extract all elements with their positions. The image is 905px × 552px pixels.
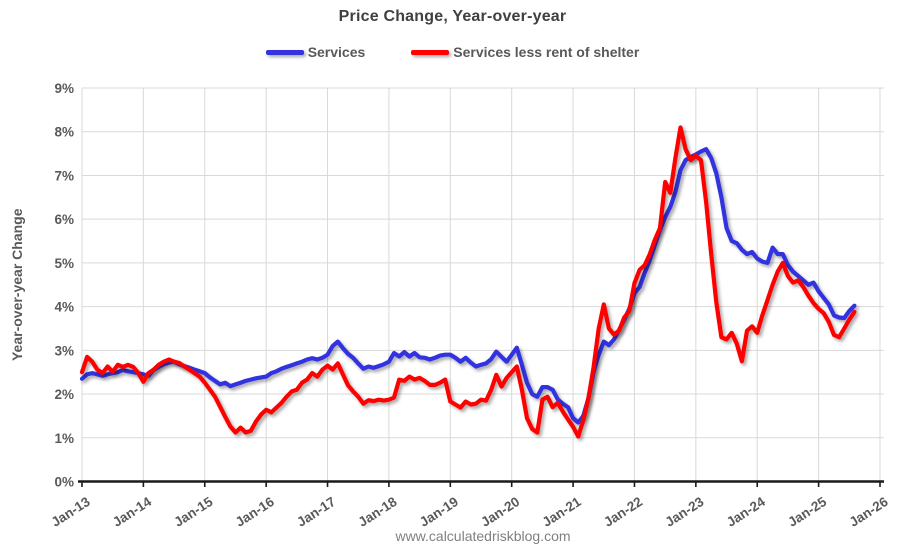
series-line-services xyxy=(79,147,857,425)
y-tick-label: 0% xyxy=(54,475,74,490)
legend-item-services: Services xyxy=(265,44,366,60)
x-tick-label: Jan-25 xyxy=(785,494,829,530)
chart-title: Price Change, Year-over-year xyxy=(338,8,567,25)
legend-label-services: Services xyxy=(307,44,366,60)
y-tick-label: 2% xyxy=(54,387,74,402)
legend-label-services-less-rent: Services less rent of shelter xyxy=(453,44,640,60)
y-tick-label: 7% xyxy=(54,168,74,183)
legend-swatch-services-less-rent xyxy=(411,49,450,55)
x-tick-label: Jan-21 xyxy=(540,494,584,530)
x-tick-label: Jan-26 xyxy=(847,494,891,530)
legend: Services Services less rent of shelter xyxy=(0,44,905,60)
y-tick-label: 6% xyxy=(54,212,74,227)
x-tick-label: Jan-17 xyxy=(294,494,338,530)
y-tick-label: 4% xyxy=(54,300,74,315)
x-tick-label: Jan-14 xyxy=(110,494,154,530)
x-tick-label: Jan-23 xyxy=(662,494,706,530)
y-tick-label: 5% xyxy=(54,256,74,271)
x-tick-label: Jan-15 xyxy=(171,494,215,530)
legend-item-services-less-rent: Services less rent of shelter xyxy=(411,44,639,60)
x-tick-label: Jan-16 xyxy=(233,494,277,530)
x-tick-label: Jan-22 xyxy=(601,494,645,530)
y-tick-label: 8% xyxy=(54,125,74,140)
y-axis-title: Year-over-year Change xyxy=(9,208,25,361)
x-tick-label: Jan-18 xyxy=(356,494,400,530)
x-tick-label: Jan-13 xyxy=(49,494,93,530)
y-tick-label: 3% xyxy=(54,343,74,358)
series-line-services-less-rent xyxy=(79,125,857,439)
legend-swatch-services xyxy=(265,49,304,55)
x-tick-label: Jan-20 xyxy=(478,494,522,530)
x-tick-label: Jan-24 xyxy=(724,494,768,530)
x-tick-label: Jan-19 xyxy=(417,494,461,530)
y-tick-label: 9% xyxy=(54,81,74,96)
watermark: www.calculatedriskblog.com xyxy=(395,528,571,544)
y-tick-label: 1% xyxy=(54,431,74,446)
